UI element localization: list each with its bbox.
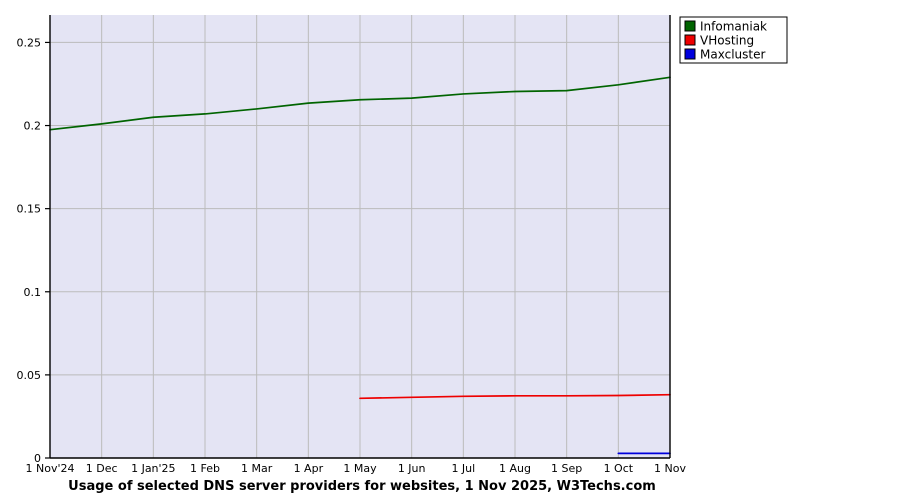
x-tick-label: 1 Sep: [551, 462, 582, 475]
y-tick-label: 0.2: [24, 120, 42, 133]
series-line-vhosting: [359, 393, 671, 400]
y-tick-label: 0.25: [17, 36, 42, 49]
x-tick-label: 1 Jun: [398, 462, 426, 475]
x-tick-label: 1 Jul: [451, 462, 475, 475]
x-tick-label: 1 Dec: [86, 462, 118, 475]
legend-label-infomaniak: Infomaniak: [700, 20, 767, 34]
y-tick-label: 0.1: [24, 286, 42, 299]
legend-swatch-infomaniak: [684, 20, 696, 32]
x-tick-label: 1 Feb: [190, 462, 220, 475]
chart-title: Usage of selected DNS server providers f…: [68, 479, 656, 494]
x-tick-label: 1 Mar: [241, 462, 273, 475]
data-series-layer: [49, 76, 671, 455]
y-tick-label: 0.15: [17, 203, 42, 216]
x-tick-label: 1 Nov'24: [26, 462, 75, 475]
y-axis-ticks: 0 0.05 0.1 0.15 0.2 0.25: [17, 36, 50, 465]
x-tick-label: 1 Aug: [499, 462, 531, 475]
y-tick-label: 0: [34, 452, 41, 465]
legend-label-maxcluster: Maxcluster: [700, 48, 765, 62]
x-tick-label: 1 Oct: [604, 462, 634, 475]
y-tick-label: 0.05: [17, 369, 42, 382]
x-tick-label: 1 May: [343, 462, 377, 475]
legend-label-vhosting: VHosting: [700, 34, 754, 48]
x-axis-ticks: 1 Nov'24 1 Dec 1 Jan'25 1 Feb 1 Mar 1 Apr 1 Ma…: [26, 462, 687, 475]
legend-swatch-maxcluster: [684, 48, 696, 60]
x-tick-label: 1 Nov: [654, 462, 686, 475]
axis-layer: [49, 15, 671, 459]
x-tick-label: 1 Jan'25: [131, 462, 175, 475]
series-line-infomaniak: [49, 76, 671, 131]
legend-box: [679, 16, 788, 64]
x-tick-label: 1 Apr: [294, 462, 324, 475]
legend-swatch-vhosting: [684, 34, 696, 46]
